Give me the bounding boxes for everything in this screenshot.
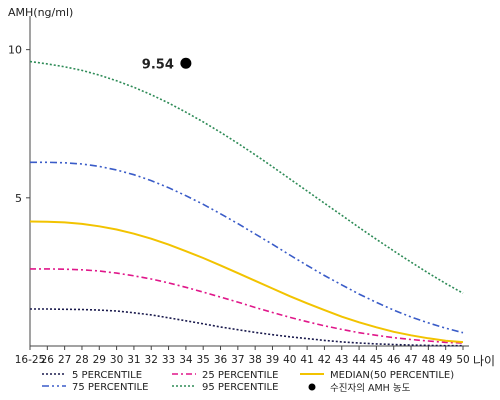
x-tick-label: 43 <box>335 354 348 366</box>
axes <box>29 16 469 347</box>
series-lines <box>29 60 464 347</box>
series-line-median-50-percentile- <box>29 220 464 344</box>
x-tick-label: 39 <box>266 354 279 366</box>
x-tick-label: 33 <box>162 354 175 366</box>
x-tick-label: 40 <box>283 354 296 366</box>
x-tick-label: 45 <box>370 354 383 366</box>
x-tick-label: 50 <box>456 354 469 366</box>
y-axis-label: AMH(ng/ml) <box>8 6 73 19</box>
legend-label: 75 PERCENTILE <box>72 382 148 393</box>
x-tick-label: 41 <box>300 354 313 366</box>
x-tick-label: 38 <box>248 354 261 366</box>
y-ticks: 5 10 <box>8 44 30 205</box>
y-tick-label: 5 <box>15 192 22 205</box>
legend-point-label: 수진자의 AMH 농도 <box>330 383 411 394</box>
x-tick-label: 49 <box>439 354 452 366</box>
legend-point-marker <box>308 383 316 391</box>
amh-point-marker <box>180 57 192 69</box>
series-line-75-percentile <box>30 161 464 334</box>
x-tick-label: 47 <box>404 354 417 366</box>
x-tick-label: 31 <box>127 354 140 366</box>
legend-label: 95 PERCENTILE <box>202 382 278 393</box>
x-tick-label: 16-25 <box>15 354 46 366</box>
series-line-25-percentile <box>30 268 464 344</box>
series-line-5-percentile <box>30 308 463 347</box>
amh-point-label: 9.54 <box>142 57 174 72</box>
x-tick-label: 44 <box>352 354 366 366</box>
series-line-95-percentile <box>29 60 464 294</box>
x-tick-label: 42 <box>318 354 331 366</box>
x-tick-label: 37 <box>231 354 244 366</box>
x-tick-label: 28 <box>75 354 88 366</box>
x-tick-label: 48 <box>422 354 435 366</box>
x-tick-label: 29 <box>93 354 106 366</box>
x-tick-label: 46 <box>387 354 401 366</box>
x-tick-label: 34 <box>179 354 193 366</box>
x-tick-label: 32 <box>145 354 158 366</box>
legend-label: MEDIAN(50 PERCENTILE) <box>330 370 454 381</box>
legend: 5 PERCENTILE 25 PERCENTILE MEDIAN(50 PERCE… <box>42 370 454 394</box>
x-tick-label: 36 <box>214 354 228 366</box>
x-tick-label: 35 <box>197 354 210 366</box>
x-tick-label: 27 <box>58 354 71 366</box>
legend-label: 25 PERCENTILE <box>202 370 278 381</box>
x-tick-label: 30 <box>110 354 123 366</box>
legend-label: 5 PERCENTILE <box>72 370 142 381</box>
amh-point-group: 9.54 <box>142 57 192 72</box>
y-tick-label: 10 <box>8 44 22 57</box>
x-tick-label: 26 <box>41 354 55 366</box>
x-axis-label: 나이 <box>473 354 495 368</box>
